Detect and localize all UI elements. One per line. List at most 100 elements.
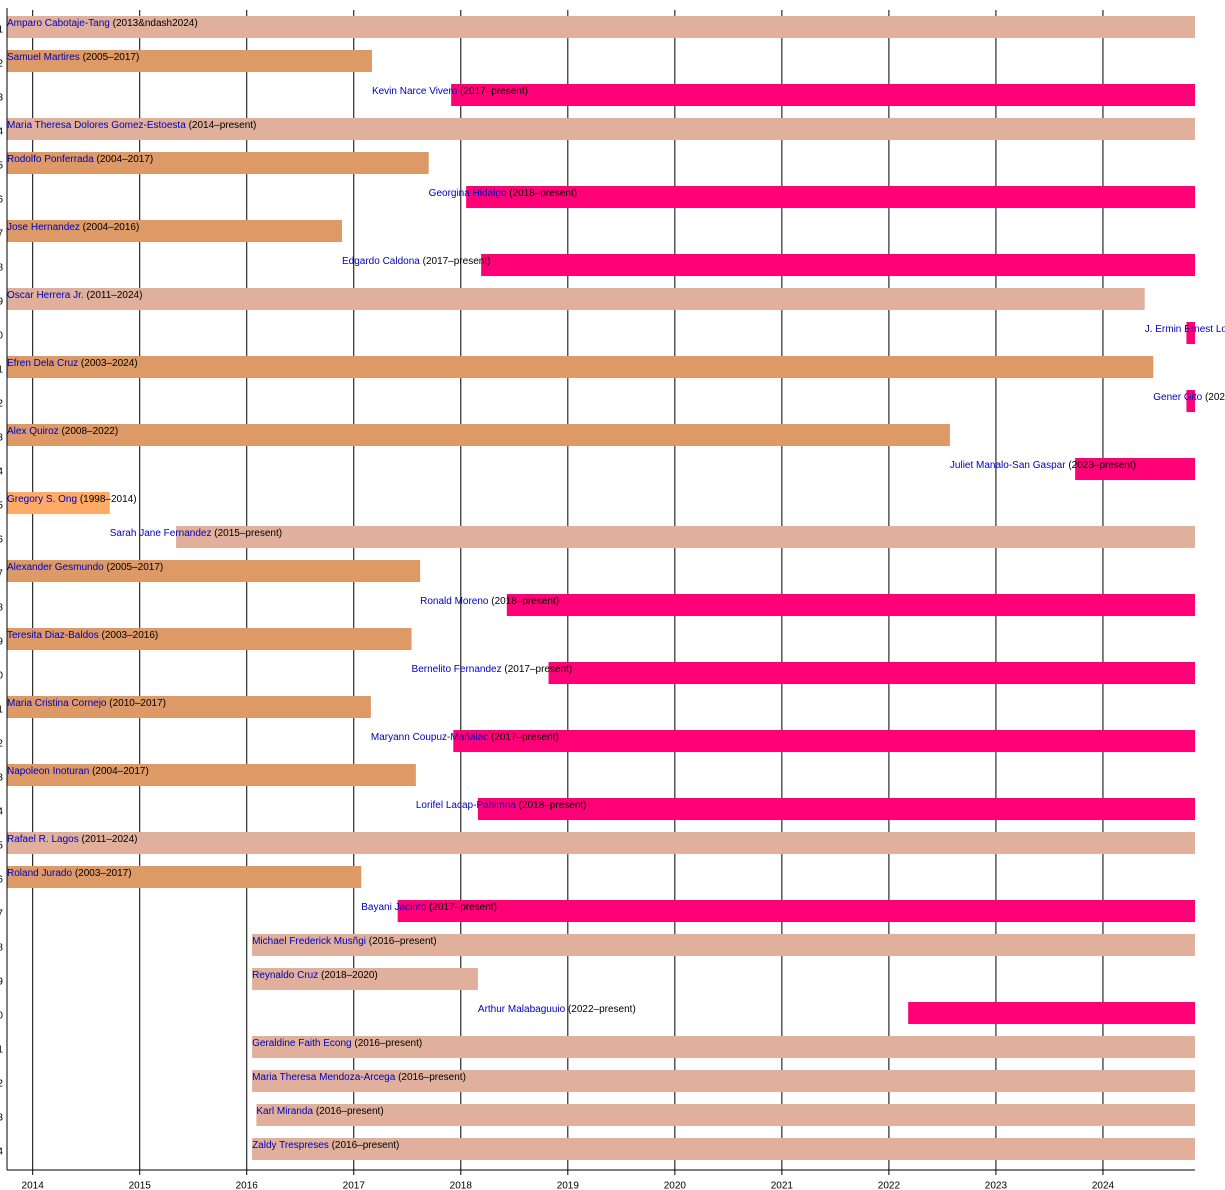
bar-label: Ronald Moreno (2018–present) xyxy=(420,596,559,607)
y-tick-label: 27 xyxy=(0,909,3,920)
bar-label: Efren Dela Cruz (2003–2024) xyxy=(7,358,138,369)
bar-range: (2018–2020) xyxy=(321,970,378,981)
x-tick-label: 2021 xyxy=(771,1181,794,1190)
bar-label: Juliet Manalo-San Gaspar (2023–present) xyxy=(950,460,1136,471)
bar-name: Lorifel Lacap-Pahimna xyxy=(416,800,516,811)
bar-range: (2018–present) xyxy=(509,188,577,199)
bar-name: Reynaldo Cruz xyxy=(252,970,318,981)
bar-name: Jose Hernandez xyxy=(7,222,80,233)
bar xyxy=(481,254,1195,276)
bar-name: Bayani Jacinto xyxy=(361,902,426,913)
bar-range: (2016–present) xyxy=(354,1038,422,1049)
x-tick-label: 2014 xyxy=(22,1181,45,1190)
bar-range: (2004–2017) xyxy=(92,766,149,777)
bar-range: (1998–2014) xyxy=(80,494,137,505)
bar xyxy=(256,1104,1195,1126)
bar-name: Teresita Diaz-Baldos xyxy=(7,630,99,641)
bar xyxy=(252,1070,1195,1092)
x-tick-label: 2019 xyxy=(557,1181,580,1190)
bar xyxy=(252,1036,1195,1058)
bar-range: (2013&ndash2024) xyxy=(113,18,198,29)
bar-name: Amparo Cabotaje-Tang xyxy=(7,18,110,29)
bar xyxy=(7,560,421,582)
bar xyxy=(908,1002,1195,1024)
x-tick-label: 2020 xyxy=(664,1181,687,1190)
bar-label: Zaldy Trespreses (2016–present) xyxy=(252,1140,399,1151)
x-tick-label: 2024 xyxy=(1092,1181,1115,1190)
bar-label: Georgina Hidalgo (2018–present) xyxy=(429,188,577,199)
bar-range: (2004–2016) xyxy=(83,222,140,233)
bar-name: Rodolfo Ponferrada xyxy=(7,154,94,165)
y-tick-label: 28 xyxy=(0,943,3,954)
bar-name: Maria Theresa Mendoza-Arcega xyxy=(252,1072,396,1083)
bar xyxy=(7,492,110,514)
bar xyxy=(1186,390,1195,412)
bar-name: Gener Gito xyxy=(1153,392,1202,403)
bar-label: Bernelito Fernandez (2017–present) xyxy=(412,664,573,675)
bar xyxy=(7,356,1154,378)
y-tick-label: 8 xyxy=(0,263,3,274)
y-tick-label: 30 xyxy=(0,1011,3,1022)
bar-label: Maria Theresa Dolores Gomez-Estoesta (20… xyxy=(7,120,256,131)
bar xyxy=(252,934,1195,956)
bar-name: Geraldine Faith Econg xyxy=(252,1038,352,1049)
bar xyxy=(7,764,416,786)
y-tick-label: 12 xyxy=(0,399,3,410)
bar-label: Lorifel Lacap-Pahimna (2018–present) xyxy=(416,800,587,811)
bar-name: Rafael R. Lagos xyxy=(7,834,79,845)
bar-range: (2017–present) xyxy=(429,902,497,913)
y-tick-label: 17 xyxy=(0,569,3,580)
bar xyxy=(453,730,1195,752)
y-tick-label: 1 xyxy=(0,25,3,36)
y-tick-label: 14 xyxy=(0,467,3,478)
bar-label: Sarah Jane Fernandez (2015–present) xyxy=(110,528,282,539)
bar-name: Kevin Narce Vivero xyxy=(372,86,458,97)
bar-label: Teresita Diaz-Baldos (2003–2016) xyxy=(7,630,158,641)
y-tick-label: 18 xyxy=(0,603,3,614)
bar-name: Georgina Hidalgo xyxy=(429,188,507,199)
bar-range: (2016–present) xyxy=(398,1072,466,1083)
y-tick-label: 4 xyxy=(0,127,3,138)
bar-range: (2003–2024) xyxy=(81,358,138,369)
y-tick-label: 5 xyxy=(0,161,3,172)
bar-label: Reynaldo Cruz (2018–2020) xyxy=(252,970,378,981)
bar-range: (2005–2017) xyxy=(83,52,140,63)
bar-name: Maria Cristina Cornejo xyxy=(7,698,107,709)
y-tick-label: 2 xyxy=(0,59,3,70)
bar-label: Napoleon Inoturan (2004–2017) xyxy=(7,766,149,777)
bar-label: Amparo Cabotaje-Tang (2013&ndash2024) xyxy=(7,18,198,29)
bar-name: Gregory S. Ong xyxy=(7,494,77,505)
bar-name: Sarah Jane Fernandez xyxy=(110,528,212,539)
bar-label: Samuel Martires (2005–2017) xyxy=(7,52,139,63)
bar-label: Gener Gito (202 xyxy=(1153,392,1225,403)
y-tick-label: 25 xyxy=(0,841,3,852)
x-tick-label: 2023 xyxy=(985,1181,1008,1190)
y-tick-label: 24 xyxy=(0,807,3,818)
bar xyxy=(7,696,371,718)
bar-label: Rodolfo Ponferrada (2004–2017) xyxy=(7,154,153,165)
bar-range: (2011–2024) xyxy=(86,290,142,301)
y-tick-label: 22 xyxy=(0,739,3,750)
bar xyxy=(7,16,1195,38)
bar xyxy=(7,152,429,174)
bar-range: (2023–present) xyxy=(1068,460,1136,471)
bar-range: (202 xyxy=(1205,392,1225,403)
y-tick-label: 31 xyxy=(0,1045,3,1056)
y-tick-label: 26 xyxy=(0,875,3,886)
bar-label: Michael Frederick Musñgi (2016–present) xyxy=(252,936,437,947)
bar-range: (2003–2016) xyxy=(102,630,159,641)
y-tick-label: 16 xyxy=(0,535,3,546)
bar-name: Samuel Martires xyxy=(7,52,80,63)
bar-range: (2017–present) xyxy=(423,256,491,267)
bar-name: Alexander Gesmundo xyxy=(7,562,104,573)
bar-label: Maria Cristina Cornejo (2010–2017) xyxy=(7,698,166,709)
bar xyxy=(252,1138,1195,1160)
bar-range: (2016–present) xyxy=(332,1140,400,1151)
bars xyxy=(7,16,1195,1160)
bar-range: (2015–present) xyxy=(214,528,282,539)
x-tick-label: 2016 xyxy=(236,1181,259,1190)
bar xyxy=(7,424,950,446)
bar xyxy=(1186,322,1195,344)
bar xyxy=(7,832,1195,854)
x-tick-label: 2015 xyxy=(129,1181,152,1190)
